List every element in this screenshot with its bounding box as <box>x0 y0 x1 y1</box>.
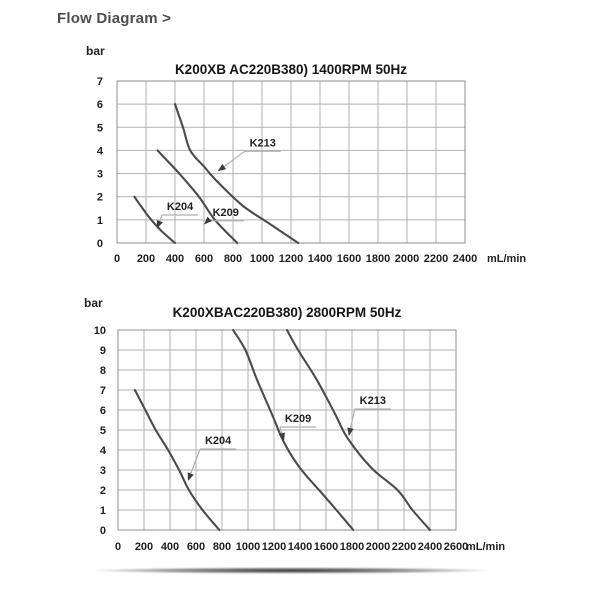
y-tick-label: 3 <box>100 465 106 477</box>
series-label-K204: K204 <box>205 435 232 447</box>
x-tick-label: 2400 <box>453 253 477 265</box>
y-tick-label: 4 <box>97 145 104 157</box>
curve-K209 <box>156 149 239 245</box>
y-tick-label: 5 <box>100 425 106 437</box>
plot-border <box>116 80 466 244</box>
curve-K213 <box>285 328 432 532</box>
x-tick-label: 1600 <box>337 253 361 265</box>
x-tick-label: 1200 <box>262 541 286 553</box>
leader-line-K213 <box>223 150 246 167</box>
y-tick-label: 7 <box>97 76 103 88</box>
series-label-K204: K204 <box>167 201 194 213</box>
flow-chart-1400rpm: bar K200XB AC220B380) 1400RPM 50Hz 0 200 4… <box>0 40 600 290</box>
curve-K209 <box>232 328 355 532</box>
flow-chart-1400rpm-canvas: 0 200 400 600 800 1000 1200 1400 1600 1800 2000 220… <box>97 76 527 265</box>
arrowhead-K209 <box>278 432 285 441</box>
x-tick-label: 800 <box>224 253 242 265</box>
x-tick-label: 2400 <box>418 541 442 553</box>
leader-line-K204 <box>159 214 163 222</box>
y-tick-label: 10 <box>94 325 106 337</box>
x-tick-label: 1800 <box>340 541 364 553</box>
x-tick-label: 0 <box>114 253 120 265</box>
x-tick-label: 600 <box>195 253 213 265</box>
flow-chart-2800rpm-canvas: 0 200 400 600 800 1000 1200 1400 1600 1800 2000 220… <box>94 325 506 553</box>
flow-chart-2800rpm: bar K200XBAC220B380) 2800RPM 50Hz 0 200 40… <box>0 295 600 565</box>
chart-title-1400rpm: K200XB AC220B380) 1400RPM 50Hz <box>174 62 408 77</box>
leader-line-K204 <box>190 448 201 474</box>
series-label-K209: K209 <box>213 207 239 219</box>
page-divider-shadow <box>85 567 497 574</box>
x-tick-label: 2600 <box>444 541 468 553</box>
y-tick-label: 5 <box>97 122 103 134</box>
y-tick-label: 0 <box>100 525 106 537</box>
x-tick-label: 2000 <box>395 253 419 265</box>
series-label-K209: K209 <box>285 413 311 425</box>
y-tick-label: 9 <box>100 345 106 357</box>
x-tick-label: 800 <box>213 541 231 553</box>
leader-line-K213 <box>349 408 356 429</box>
chart-title-2800rpm: K200XBAC220B380) 2800RPM 50Hz <box>172 305 402 320</box>
series-label-K213: K213 <box>250 137 276 149</box>
x-tick-label: 1600 <box>314 541 338 553</box>
arrowhead-K213 <box>347 427 354 436</box>
y-tick-label: 8 <box>100 365 106 377</box>
x-axis-unit-label: mL/min <box>466 541 505 553</box>
y-tick-label: 1 <box>97 215 103 227</box>
arrowhead-K209 <box>204 216 212 225</box>
x-axis-unit-label: mL/min <box>487 253 526 265</box>
x-tick-label: 2200 <box>392 541 416 553</box>
x-tick-label: 600 <box>187 541 205 553</box>
x-tick-label: 200 <box>135 541 153 553</box>
y-tick-label: 3 <box>97 169 103 181</box>
page-title: Flow Diagram > <box>57 10 172 27</box>
series-label-K213: K213 <box>360 395 386 407</box>
x-tick-label: 2200 <box>424 253 448 265</box>
curve-K204 <box>133 195 177 245</box>
arrowhead-K204 <box>156 220 163 229</box>
x-tick-label: 200 <box>137 253 155 265</box>
x-tick-label: 1800 <box>366 253 390 265</box>
x-tick-label: 400 <box>161 541 179 553</box>
y-tick-label: 2 <box>100 485 106 497</box>
y-tick-label: 7 <box>100 385 106 397</box>
x-tick-label: 1400 <box>308 253 332 265</box>
x-tick-label: 1000 <box>250 253 274 265</box>
y-tick-label: 6 <box>97 99 103 111</box>
y-tick-label: 2 <box>97 192 103 204</box>
arrowhead-K204 <box>187 472 194 481</box>
y-tick-label: 0 <box>97 238 103 250</box>
curve-K204 <box>133 388 221 532</box>
y-tick-label: 4 <box>100 445 107 457</box>
x-tick-label: 400 <box>166 253 184 265</box>
curve-K213 <box>173 103 300 245</box>
x-tick-label: 1200 <box>279 253 303 265</box>
x-tick-label: 1400 <box>288 541 312 553</box>
y-axis-unit-label: bar <box>86 44 105 58</box>
x-tick-label: 2000 <box>366 541 390 553</box>
y-tick-label: 6 <box>100 405 106 417</box>
y-tick-label: 1 <box>100 505 106 517</box>
y-axis-unit-label: bar <box>84 296 103 310</box>
x-tick-label: 1000 <box>236 541 260 553</box>
x-tick-label: 0 <box>115 541 121 553</box>
leader-line-K209 <box>279 426 283 434</box>
arrowhead-K213 <box>217 163 227 172</box>
